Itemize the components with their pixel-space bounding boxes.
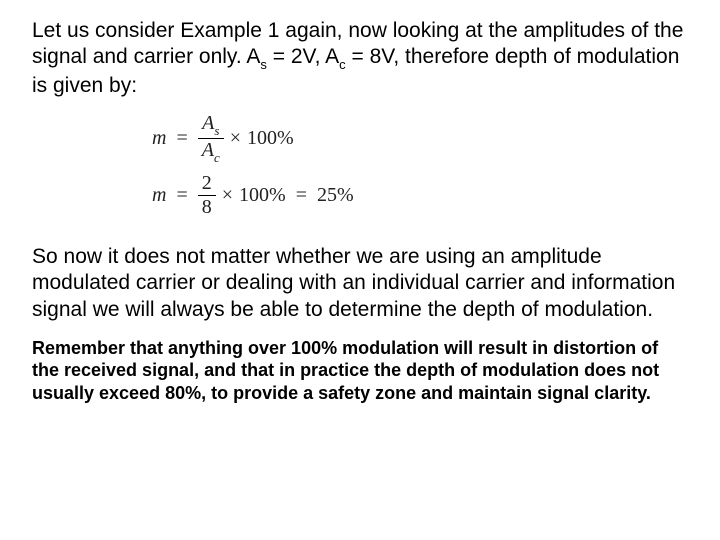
formula2-num: 2 [198,173,216,195]
formula1-lhs: m [152,127,166,150]
paragraph-3: Remember that anything over 100% modulat… [32,337,688,405]
intro-sub-c: c [339,57,346,72]
intro-sub-s: s [260,57,267,72]
formula1-den: Ac [198,138,224,164]
formula2-mid: 100% [239,184,286,207]
formula-1: m = As Ac × 100% [152,113,688,163]
formula1-num-sub: s [214,123,219,138]
slide: Let us consider Example 1 again, now loo… [0,0,720,540]
intro-paragraph: Let us consider Example 1 again, now loo… [32,18,688,99]
formula2-result: 25% [317,184,354,207]
formula2-lhs: m [152,184,166,207]
formula2-den: 8 [198,195,216,218]
paragraph-2: So now it does not matter whether we are… [32,244,688,323]
intro-text-mid1: = 2V, A [267,45,339,68]
formula1-den-A: A [202,139,214,161]
formula2-times: × [222,184,233,207]
formula1-num: As [198,113,223,138]
formula1-times: × [230,127,241,150]
formula-2: m = 2 8 × 100% = 25% [152,173,688,218]
formula1-fraction: As Ac [198,113,224,163]
formula2-eq2: = [292,184,311,207]
formula2-fraction: 2 8 [198,173,216,218]
formula1-num-A: A [202,112,214,134]
formula1-den-sub: c [214,150,220,165]
formula2-eq: = [172,184,191,207]
formula1-rhs: 100% [247,127,294,150]
formula1-eq: = [172,127,191,150]
